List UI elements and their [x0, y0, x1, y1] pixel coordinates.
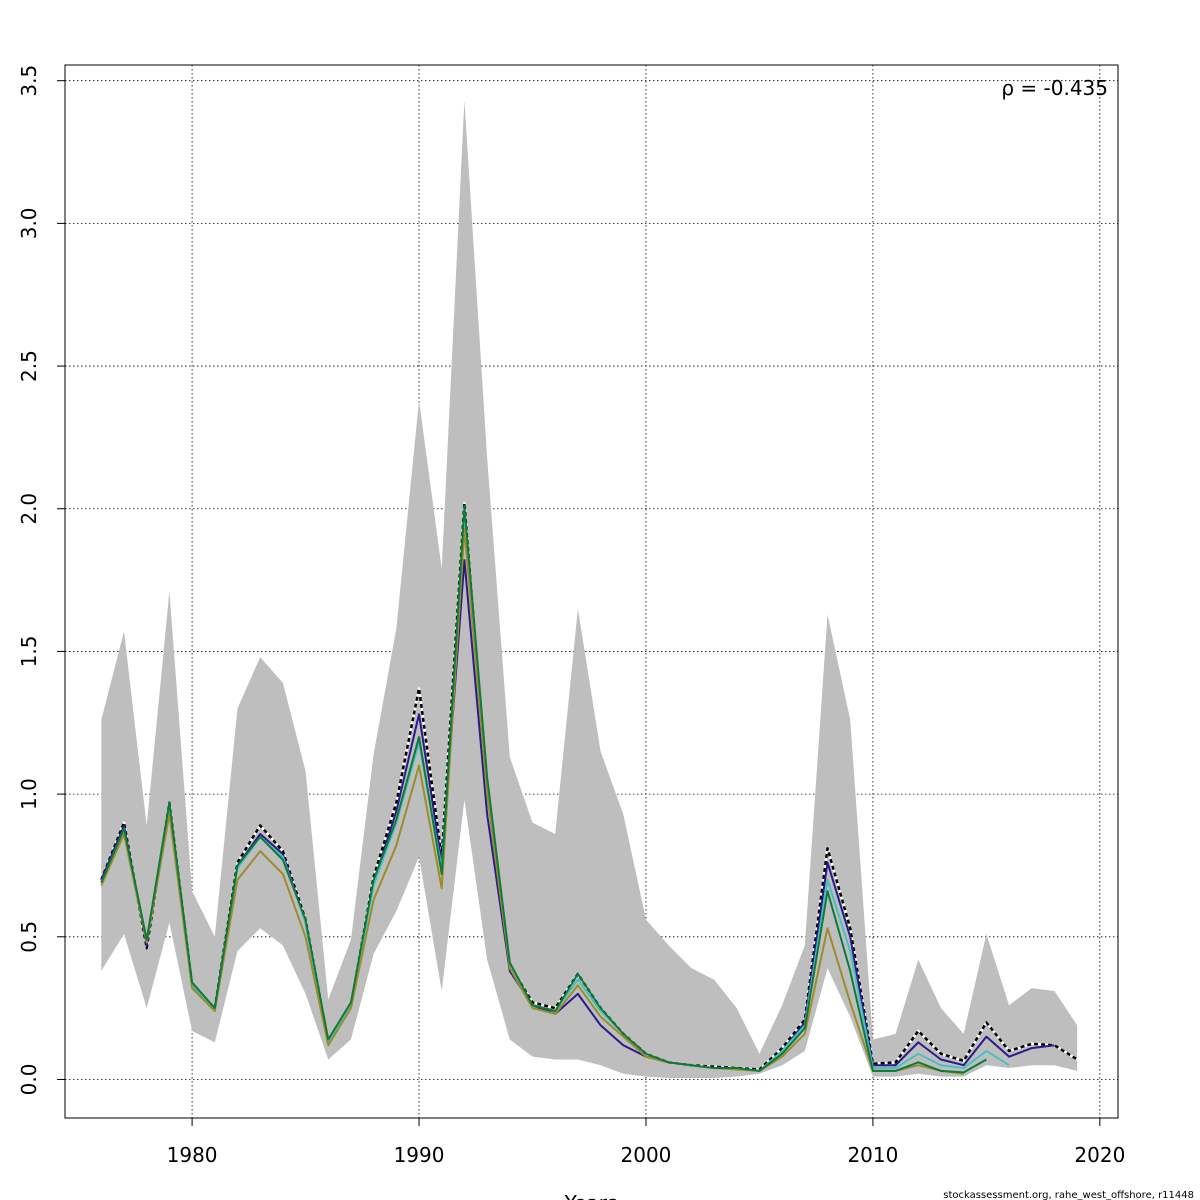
series-line-1	[100, 559, 1055, 1072]
x-tick-label-3: 2010	[847, 1143, 898, 1167]
x-tick-label-4: 2020	[1074, 1143, 1125, 1167]
y-tick-label-7: 3.5	[17, 65, 41, 97]
y-tick-label-4: 2.0	[17, 493, 41, 525]
credit-text: stockassessment.org, rahe_west_offshore,…	[943, 1190, 1194, 1200]
x-tick-label-2: 2000	[621, 1143, 672, 1167]
series-line-4	[100, 504, 987, 1074]
y-tick-label-0: 0.0	[17, 1064, 41, 1096]
rho-annotation: ρ = -0.435	[1001, 76, 1108, 100]
y-tick-label-1: 0.5	[17, 921, 41, 953]
series-layer	[100, 501, 1078, 1075]
x-tick-label-0: 1980	[167, 1143, 218, 1167]
plot-frame	[64, 64, 1119, 1119]
y-tick-label-6: 3.0	[17, 207, 41, 239]
series-line-3	[100, 527, 964, 1075]
y-tick-label-5: 2.5	[17, 350, 41, 382]
confidence-band	[101, 100, 1078, 1079]
confidence-band-layer	[101, 100, 1078, 1079]
y-axis: 0.0 0.5 1.0 1.5 2.0 2.5 3.0 3.5	[17, 65, 65, 1096]
y-tick-label-2: 1.0	[17, 778, 41, 810]
x-axis-label: Years	[564, 1191, 618, 1200]
y-tick-label-3: 1.5	[17, 636, 41, 668]
x-tick-label-1: 1990	[394, 1143, 445, 1167]
x-axis: 1980 1990 2000 2010 2020	[167, 1118, 1125, 1167]
